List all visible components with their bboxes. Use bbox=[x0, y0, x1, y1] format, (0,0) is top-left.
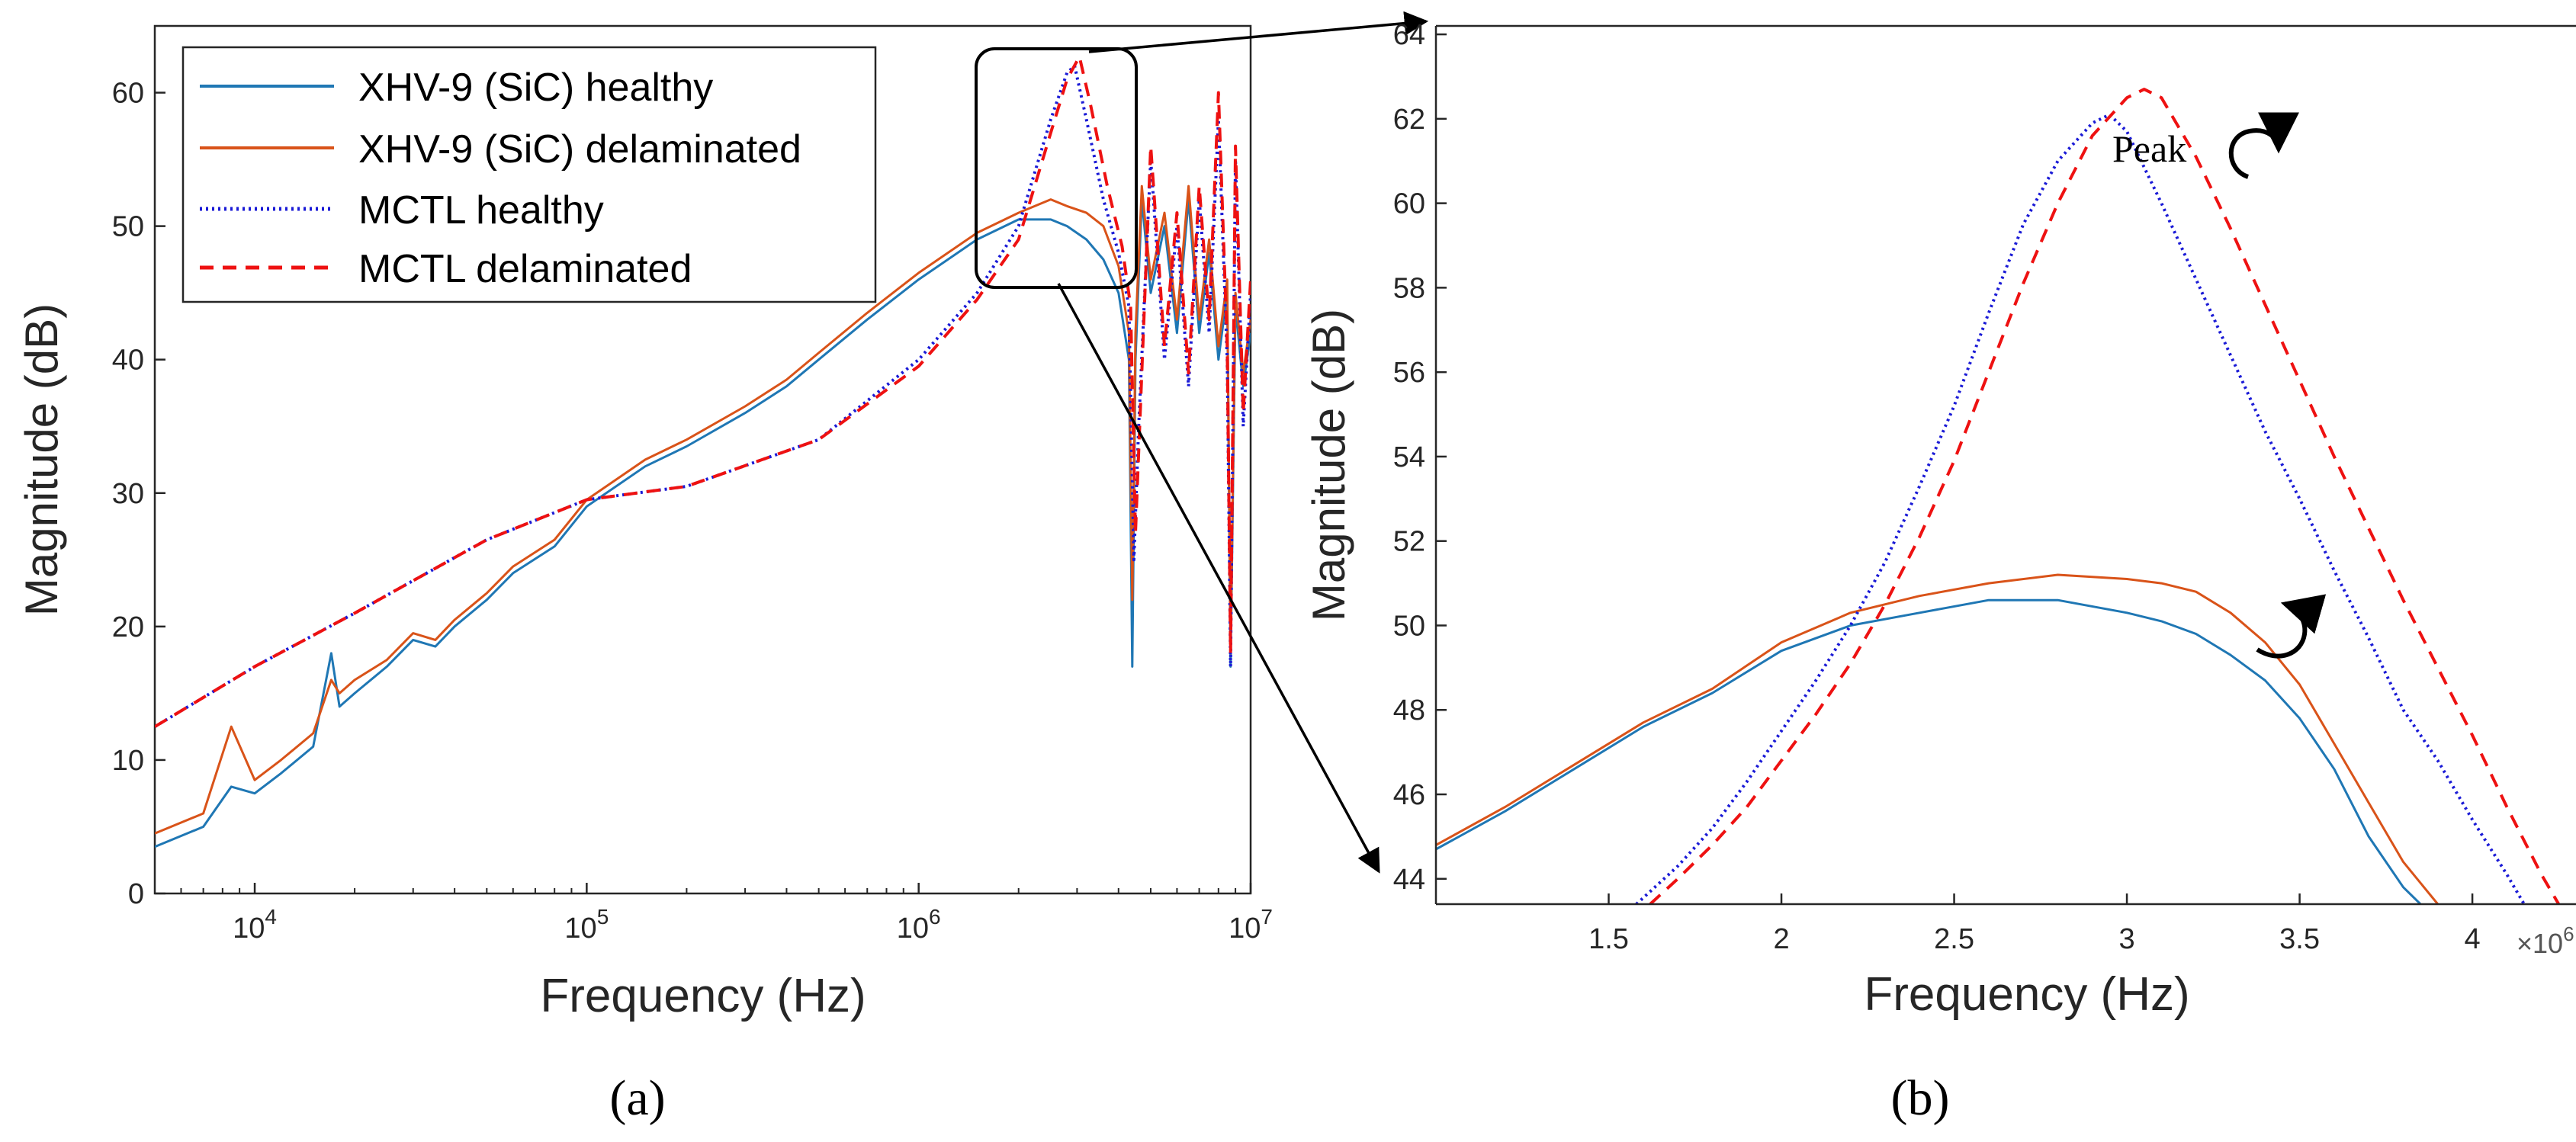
chart-b-ytick-label: 44 bbox=[1393, 864, 1425, 896]
chart-b-ytick-label: 56 bbox=[1393, 357, 1425, 389]
chart-a-ytick-label: 50 bbox=[112, 211, 144, 243]
chart-a-ylabel: Magnitude (dB) bbox=[16, 303, 67, 616]
chart-a-legend-box bbox=[181, 46, 877, 303]
chart-a-ytick-label: 30 bbox=[112, 478, 144, 510]
chart-b-xtick-label: 3.5 bbox=[2279, 923, 2320, 955]
chart-a-ytick-label: 40 bbox=[112, 345, 144, 377]
chart-b-x-multiplier: ×106 bbox=[2517, 922, 2574, 959]
chart-b-ytick-label: 46 bbox=[1393, 779, 1425, 811]
chart-b-ytick-label: 60 bbox=[1393, 188, 1425, 220]
chart-a-legend: XHV-9 (SiC) healthy XHV-9 (SiC) delamina… bbox=[181, 46, 877, 303]
chart-b-ytick-label: 58 bbox=[1393, 272, 1425, 304]
chart-b-x-multiplier-exp: 6 bbox=[2563, 922, 2574, 945]
chart-a-series-mctl-delaminated bbox=[155, 55, 1251, 728]
chart-a-ytick-label: 60 bbox=[112, 78, 144, 110]
chart-a-xtick-label: 104 bbox=[233, 905, 277, 945]
chart-a: 0 10 20 30 40 50 60 104 105 106 107 Magnitude (dB… bbox=[16, 24, 1273, 1126]
resonance-shift-arrow-icon bbox=[2256, 594, 2327, 659]
chart-b-series-mctl-delaminated bbox=[1649, 88, 2561, 904]
chart-b-series-xhv-9-sic-delaminated bbox=[1436, 573, 2439, 904]
zoom-arrow-top bbox=[1088, 11, 1429, 53]
chart-b-xlabel: Frequency (Hz) bbox=[1864, 968, 2189, 1021]
chart-b-caption: (b) bbox=[1891, 1070, 1950, 1126]
chart-b-series-mctl-healthy bbox=[1635, 113, 2526, 904]
chart-b-ytick-label: 62 bbox=[1393, 104, 1425, 136]
chart-b-xtick-label: 4 bbox=[2465, 923, 2481, 955]
chart-a-xtick-label: 107 bbox=[1229, 905, 1273, 945]
chart-b-x-multiplier-base: ×10 bbox=[2517, 928, 2563, 959]
chart-a-series-xhv-9-sic-delaminated bbox=[155, 184, 1251, 835]
legend-label-mctl-healthy: MCTL healthy bbox=[358, 188, 604, 233]
chart-b-xtick-label: 3 bbox=[2118, 923, 2134, 955]
chart-b-ytick-label: 54 bbox=[1393, 441, 1425, 473]
chart-a-ytick-label: 10 bbox=[112, 745, 144, 777]
peak-annotation: Peak bbox=[2112, 127, 2186, 170]
legend-label-xhv9-delaminated: XHV-9 (SiC) delaminated bbox=[358, 127, 801, 172]
chart-a-ytick-label: 0 bbox=[128, 878, 144, 910]
chart-b-ytick-label: 48 bbox=[1393, 695, 1425, 727]
chart-b-xtick-label: 2 bbox=[1773, 923, 1789, 955]
legend-label-xhv9-healthy: XHV-9 (SiC) healthy bbox=[358, 66, 713, 110]
chart-a-xlabel: Frequency (Hz) bbox=[540, 970, 866, 1022]
chart-b-xtick-label: 1.5 bbox=[1588, 923, 1629, 955]
chart-b-xtick-label: 2.5 bbox=[1934, 923, 1974, 955]
zoom-box bbox=[975, 47, 1138, 289]
chart-b-ytick-label: 64 bbox=[1393, 19, 1425, 51]
legend-label-mctl-delaminated: MCTL delaminated bbox=[358, 247, 692, 291]
zoom-arrow-bottom bbox=[1057, 283, 1380, 874]
chart-b-ylabel: Magnitude (dB) bbox=[1303, 309, 1354, 621]
chart-a-caption: (a) bbox=[609, 1070, 665, 1126]
chart-b-ytick-label: 50 bbox=[1393, 610, 1425, 642]
chart-b-ytick-label: 52 bbox=[1393, 526, 1425, 558]
chart-a-xtick-label: 106 bbox=[897, 905, 941, 945]
chart-a-ytick-label: 20 bbox=[112, 611, 144, 643]
chart-b-series-xhv-9-sic-healthy bbox=[1436, 598, 2422, 904]
peak-shift-arrow-icon bbox=[2228, 112, 2299, 179]
chart-a-xtick-label: 105 bbox=[564, 905, 609, 945]
chart-b: 44 46 48 50 52 54 56 58 60 62 64 1.5 2 2.5 3 3.5 4 Magn… bbox=[1303, 19, 2576, 1126]
